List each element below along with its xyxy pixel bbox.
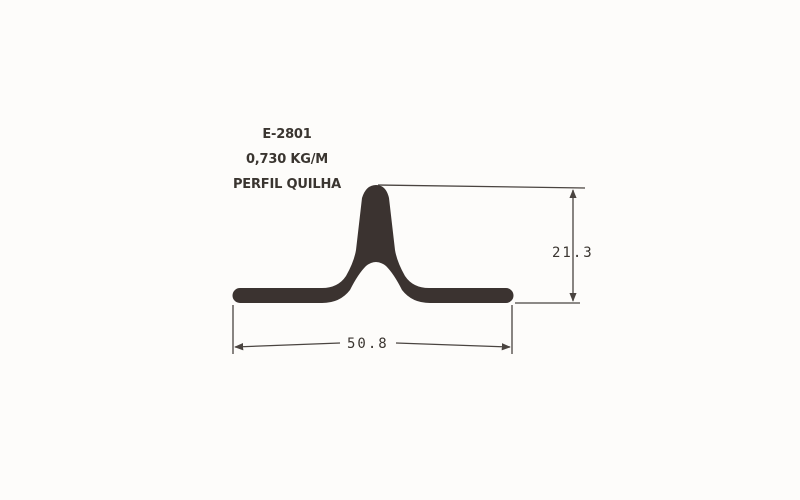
width-dimension-line-left [234,342,341,351]
height-dimension-label: 21.3 [552,245,594,261]
profile-code: E-2801 [262,127,312,142]
profile-weight: 0,730 KG/M [245,152,329,167]
keel-profile-shape [232,185,514,303]
width-dimension-label: 50.8 [347,336,389,352]
profile-label-block: E-2801 0,730 KG/M PERFIL QUILHA [226,122,348,197]
profile-name: PERFIL QUILHA [232,177,341,192]
height-extension-top [377,184,586,189]
width-dimension-line-right [395,342,511,351]
